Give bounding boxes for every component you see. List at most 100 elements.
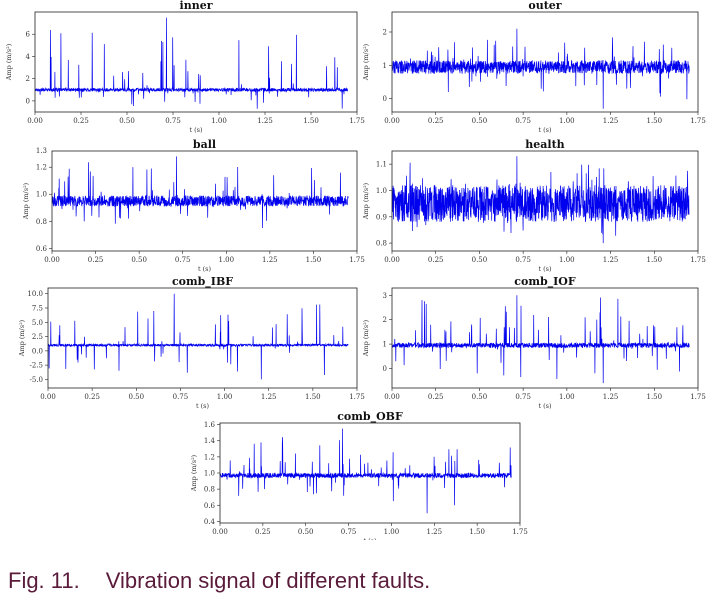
x-tick-label: 1.50 xyxy=(469,528,485,536)
x-tick-label: 1.25 xyxy=(257,117,273,125)
signal-line-inner xyxy=(35,17,349,109)
x-tick-label: 0.00 xyxy=(44,256,60,264)
x-axis-label: t (s) xyxy=(538,126,552,134)
x-tick-label: 0.00 xyxy=(384,393,400,401)
y-tick-label: 2.5 xyxy=(32,333,43,341)
x-tick-label: 1.75 xyxy=(690,393,706,401)
x-tick-label: 0.00 xyxy=(384,256,400,264)
subplot-title: ball xyxy=(193,138,216,151)
x-tick-label: 1.75 xyxy=(349,256,365,264)
y-tick-label: 0.9 xyxy=(376,213,387,221)
x-tick-label: 0.75 xyxy=(341,528,357,536)
y-tick-label: 2 xyxy=(383,29,387,37)
y-tick-label: 1.4 xyxy=(204,437,216,445)
caption-number: Fig. 11. xyxy=(8,568,80,593)
x-axis-label: t (s) xyxy=(189,126,203,134)
x-tick-label: 1.50 xyxy=(303,117,319,125)
x-tick-label: 1.00 xyxy=(559,393,575,401)
x-tick-label: 0.25 xyxy=(428,393,444,401)
y-tick-label: 1 xyxy=(383,341,387,349)
x-axis-label: t (s) xyxy=(538,265,552,273)
x-tick-label: 0.75 xyxy=(165,117,181,125)
x-tick-label: 1.50 xyxy=(646,256,662,264)
x-tick-label: 0.75 xyxy=(175,256,191,264)
signal-line-outer xyxy=(392,28,690,109)
y-tick-label: 0.8 xyxy=(204,486,215,494)
y-tick-label: 10.0 xyxy=(27,290,43,298)
x-tick-label: 1.50 xyxy=(646,117,662,125)
signal-line-comb_IOF xyxy=(392,295,690,384)
caption-text: Vibration signal of different faults. xyxy=(105,568,431,593)
y-tick-label: -5.0 xyxy=(30,376,44,384)
signal-line-comb_OBF xyxy=(220,428,512,514)
y-tick-label: 1.0 xyxy=(376,187,387,195)
subplot-title: inner xyxy=(180,0,213,12)
subplot-ball: 0.00 0.25 0.50 0.75 1.00 1.25 1.50 1.75 0.6 0.8 1.… xyxy=(22,138,365,273)
y-tick-label: -2.5 xyxy=(30,362,44,370)
y-tick-label: 1 xyxy=(383,62,387,70)
x-tick-label: 1.75 xyxy=(512,528,528,536)
y-tick-label: 1.2 xyxy=(36,164,47,172)
y-axis-label: Amp (m/s²) xyxy=(362,319,370,357)
x-tick-label: 0.25 xyxy=(428,117,444,125)
signal-line-comb_IBF xyxy=(48,293,349,380)
x-tick-label: 0.25 xyxy=(88,256,104,264)
x-tick-label: 1.00 xyxy=(384,528,400,536)
x-tick-label: 0.50 xyxy=(119,117,135,125)
y-tick-label: 1.0 xyxy=(204,470,215,478)
x-tick-label: 0.25 xyxy=(428,256,444,264)
x-tick-label: 0.50 xyxy=(472,117,488,125)
figure: 0.00 0.25 0.50 0.75 1.00 1.25 1.50 1.750246inne… xyxy=(5,0,706,540)
axes-frame xyxy=(391,11,699,113)
x-tick-label: 1.50 xyxy=(305,393,321,401)
x-tick-label: 0.75 xyxy=(515,393,531,401)
y-tick-label: 2 xyxy=(383,316,387,324)
x-tick-label: 0.25 xyxy=(73,117,89,125)
y-axis-label: Amp (m/s²) xyxy=(362,43,370,81)
y-tick-label: 0.0 xyxy=(32,347,43,355)
y-tick-label: 0.6 xyxy=(204,502,216,510)
y-tick-label: 1.0 xyxy=(36,191,47,199)
x-tick-label: 1.25 xyxy=(261,393,277,401)
y-axis-label: Amp (m/s²) xyxy=(5,43,13,81)
y-tick-label: 0 xyxy=(383,95,387,103)
x-tick-label: 0.50 xyxy=(131,256,147,264)
subplot-title: comb_OBF xyxy=(337,410,403,424)
y-tick-label: 1.6 xyxy=(204,421,216,429)
subplot-comb_IOF: 0.00 0.25 0.50 0.75 1.00 1.25 1.50 1.75 0 1 2 3 comb… xyxy=(362,275,706,410)
x-tick-label: 1.00 xyxy=(211,117,227,125)
subplot-title: comb_IOF xyxy=(514,275,576,289)
axes-frame xyxy=(219,422,521,524)
x-tick-label: 1.75 xyxy=(690,256,706,264)
x-tick-label: 1.25 xyxy=(426,528,442,536)
x-tick-label: 0.25 xyxy=(255,528,271,536)
y-tick-label: 3 xyxy=(383,292,387,300)
x-tick-label: 0.00 xyxy=(212,528,228,536)
x-tick-label: 1.75 xyxy=(690,117,706,125)
x-tick-label: 1.00 xyxy=(217,393,233,401)
y-tick-label: 1.3 xyxy=(36,147,47,155)
signal-line-ball xyxy=(52,156,349,229)
y-axis-label: Amp (m/s²) xyxy=(362,182,370,220)
x-tick-label: 1.75 xyxy=(349,117,365,125)
x-tick-label: 1.00 xyxy=(559,256,575,264)
x-axis-label: t (s) xyxy=(196,402,210,410)
x-axis-label: t (s) xyxy=(198,265,212,273)
x-axis-label: t (s) xyxy=(363,537,377,540)
x-tick-label: 0.50 xyxy=(298,528,314,536)
y-tick-label: 1.2 xyxy=(204,453,215,461)
x-tick-label: 0.75 xyxy=(515,117,531,125)
y-axis-label: Amp (m/s²) xyxy=(190,454,198,492)
subplot-inner: 0.00 0.25 0.50 0.75 1.00 1.25 1.50 1.75 0 2 4 6 inne… xyxy=(5,0,365,134)
x-tick-label: 0.25 xyxy=(84,393,100,401)
y-tick-label: 4 xyxy=(26,53,31,61)
y-axis-label: Amp (m/s²) xyxy=(18,319,26,357)
y-tick-label: 1.1 xyxy=(376,161,387,169)
x-tick-label: 1.00 xyxy=(218,256,234,264)
y-tick-label: 2 xyxy=(26,75,30,83)
y-tick-label: 0.8 xyxy=(36,218,47,226)
x-tick-label: 1.25 xyxy=(603,393,619,401)
x-tick-label: 1.25 xyxy=(603,117,619,125)
y-axis-label: Amp (m/s²) xyxy=(22,182,30,220)
subplot-health: 0.00 0.25 0.50 0.75 1.00 1.25 1.50 1.75 0.8 0.9 1.… xyxy=(362,138,706,273)
